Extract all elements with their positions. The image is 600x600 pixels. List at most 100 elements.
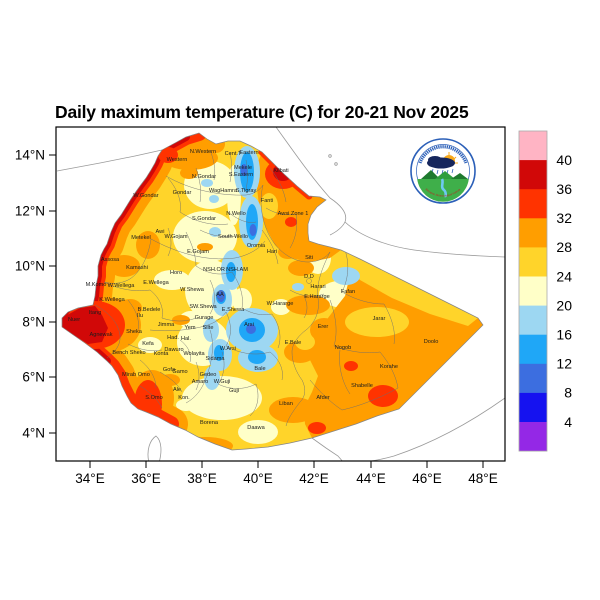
zone-label: Amaro xyxy=(192,379,208,385)
zone-label: Nogob xyxy=(335,345,351,351)
y-tick-label: 6°N xyxy=(22,370,45,385)
zone-label: Mirab Omo xyxy=(122,372,150,378)
zone-label: D.D xyxy=(304,274,314,280)
zone-label: Hal. xyxy=(181,336,191,342)
zone-label: Assosa xyxy=(101,257,120,263)
zone-label: Western xyxy=(167,157,188,163)
zone-label: Eastern xyxy=(239,150,258,156)
zone-label: S.Omo xyxy=(145,395,162,401)
colorbar-tick-label: 32 xyxy=(556,210,572,226)
zone-label: Wolayita xyxy=(183,351,205,357)
zone-label: S.Gondar xyxy=(192,216,216,222)
zone-label: B.Bedele xyxy=(138,307,161,313)
zone-label: Fafan xyxy=(341,289,355,295)
zone-label: WagHamra xyxy=(209,188,238,194)
zone-label: Gedeo xyxy=(200,372,217,378)
colorbar-tick-label: 40 xyxy=(556,152,572,168)
zone-label: Mekele xyxy=(234,165,252,171)
zone-label: Shabelle xyxy=(351,383,373,389)
plot-frame xyxy=(55,126,506,462)
colorbar-tick-label: 8 xyxy=(564,385,572,401)
zone-label: SW.Shewa xyxy=(189,304,217,310)
zone-label: W.Gojam xyxy=(164,234,187,240)
logo-mountain-icon xyxy=(421,170,440,179)
neighbor-coastlines xyxy=(56,127,505,461)
logo-river-icon xyxy=(440,178,448,198)
zone-label: Kefa xyxy=(142,341,154,347)
colorbar-tick-label: 20 xyxy=(556,297,572,313)
zone-label: Kamashi xyxy=(126,265,148,271)
ethiopia-outline xyxy=(61,132,484,451)
zone-label: Gurage xyxy=(195,315,214,321)
zone-boundaries xyxy=(94,149,399,427)
zone-label: Jarar xyxy=(373,316,386,322)
meteorological-institute-logo: Ethiopian Meteorological Institute xyxy=(410,138,476,204)
zone-label: M.Komo xyxy=(86,282,107,288)
colorbar-tick-label: 12 xyxy=(556,356,572,372)
y-tick-label: 14°N xyxy=(15,148,45,163)
zone-label: Liban xyxy=(279,401,293,407)
zone-label: Awsi Zone 1 xyxy=(278,211,309,217)
zone-label: E.Gojam xyxy=(187,249,209,255)
y-tick-label: 10°N xyxy=(15,259,45,274)
colorbar-tick-label: 16 xyxy=(556,327,572,343)
zone-label: W.Gondar xyxy=(133,193,158,199)
zone-label: Ale xyxy=(173,387,181,393)
zone-label: Harari xyxy=(310,284,325,290)
colorbar: 40 36 32 28 24 20 16 12 8 4 xyxy=(518,130,572,452)
zone-label: Borena xyxy=(200,420,219,426)
y-tick-label: 12°N xyxy=(15,204,45,219)
figure-title: Daily maximum temperature (C) for 20-21 … xyxy=(55,102,469,122)
zone-label: Silte xyxy=(203,325,214,331)
zone-label: Nuer xyxy=(68,317,80,323)
zone-label: Korahe xyxy=(380,364,398,370)
x-tick-label: 48°E xyxy=(468,471,497,486)
zone-label: Guji xyxy=(229,388,239,394)
x-tick-label: 34°E xyxy=(75,471,104,486)
zone-label: Siti xyxy=(305,255,313,261)
logo-amharic-arc-text xyxy=(418,145,468,164)
y-axis: 14°N 12°N 10°N 8°N 6°N 4°N xyxy=(15,148,56,441)
zone-label: N.Western xyxy=(190,149,216,155)
zone-label: Ilu xyxy=(137,313,143,319)
zone-label: Cent.T xyxy=(225,151,242,157)
zone-label: Hari xyxy=(267,249,277,255)
zone-label: W.Shewa xyxy=(180,287,205,293)
zone-label: Yem xyxy=(185,325,196,331)
zone-label: E.Bale xyxy=(285,340,301,346)
zone-label: N.Gondar xyxy=(192,174,216,180)
zone-label: Kilbati xyxy=(273,168,288,174)
zone-label: E.Wellega xyxy=(143,280,169,286)
x-tick-label: 44°E xyxy=(356,471,385,486)
zone-label: W.Guji xyxy=(214,379,230,385)
zone-label: Bench Sheko xyxy=(112,350,145,356)
zone-label: Gamo xyxy=(172,369,187,375)
zone-label: Gondar xyxy=(173,190,192,196)
zone-label: E.Hararge xyxy=(304,294,330,300)
zone-label: Had. xyxy=(167,335,179,341)
x-tick-label: 36°E xyxy=(131,471,160,486)
zone-label: S.Tigray xyxy=(236,188,257,194)
zone-label: Awi xyxy=(156,229,165,235)
zone-label: NSH.OR xyxy=(203,267,225,273)
zone-label: South Wello xyxy=(218,234,248,240)
zone-label: W.Wellega xyxy=(108,283,136,289)
x-tick-label: 46°E xyxy=(412,471,441,486)
zone-label: E.Shewa xyxy=(222,307,245,313)
zone-label: Oromia xyxy=(247,243,266,249)
colorbar-tick-label: 24 xyxy=(556,268,572,284)
zone-label: Gofa xyxy=(163,367,176,373)
zone-label: Jimma xyxy=(158,322,175,328)
x-tick-label: 40°E xyxy=(243,471,272,486)
zone-label: Erer xyxy=(318,324,329,330)
zone-label: Doolo xyxy=(424,339,439,345)
colorbar-tick-label: 28 xyxy=(556,239,572,255)
zone-label: Dawuro xyxy=(164,347,183,353)
zone-label: Sheka xyxy=(126,329,143,335)
zone-label: Metekel xyxy=(131,235,151,241)
zone-label: Konta xyxy=(154,351,170,357)
x-tick-label: 42°E xyxy=(299,471,328,486)
zone-label: W.Hararge xyxy=(267,301,294,307)
